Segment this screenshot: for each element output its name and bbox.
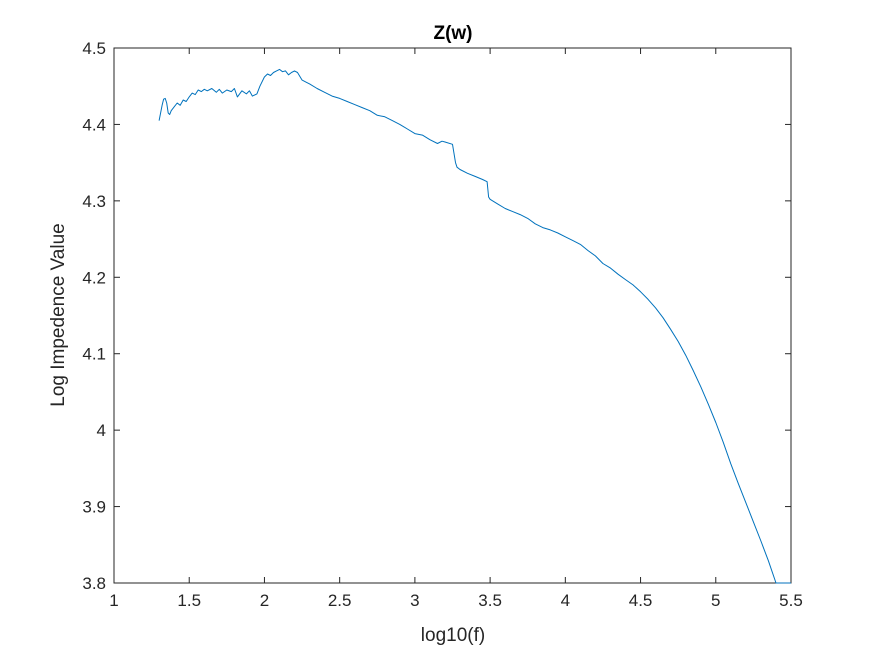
series-line	[158, 68, 791, 584]
y-tick-label: 4	[97, 421, 106, 440]
y-tick-label: 4.5	[82, 39, 106, 58]
y-tick-label: 4.1	[82, 345, 106, 364]
x-tick-label: 5	[711, 591, 720, 610]
y-axis-label: Log Impedence Value	[48, 223, 69, 406]
x-tick-label: 3.5	[478, 591, 502, 610]
x-tick-label: 2.5	[328, 591, 352, 610]
x-tick-label: 5.5	[779, 591, 803, 610]
x-tick-label: 1	[109, 591, 118, 610]
x-axis-label: log10(f)	[421, 625, 485, 646]
chart-title: Z(w)	[433, 23, 472, 44]
x-tick-label: 4.5	[629, 591, 653, 610]
x-tick-label: 4	[561, 591, 570, 610]
x-tick-label: 2	[260, 591, 269, 610]
y-tick-label: 4.4	[82, 115, 106, 134]
x-tick-label: 3	[410, 591, 419, 610]
x-tick-label: 1.5	[177, 591, 201, 610]
axes-box	[113, 47, 792, 584]
plot-area: 1 1.5 2 2.5 3 3.5 4 4.5 5 5.5 3.8 3.9 4 4.1 4.2 4.3 4.4 4…	[82, 39, 802, 610]
y-tick-label: 3.9	[82, 498, 106, 517]
y-tick-label: 3.8	[82, 574, 106, 593]
y-tick-label: 4.3	[82, 192, 106, 211]
y-tick-label: 4.2	[82, 268, 106, 287]
